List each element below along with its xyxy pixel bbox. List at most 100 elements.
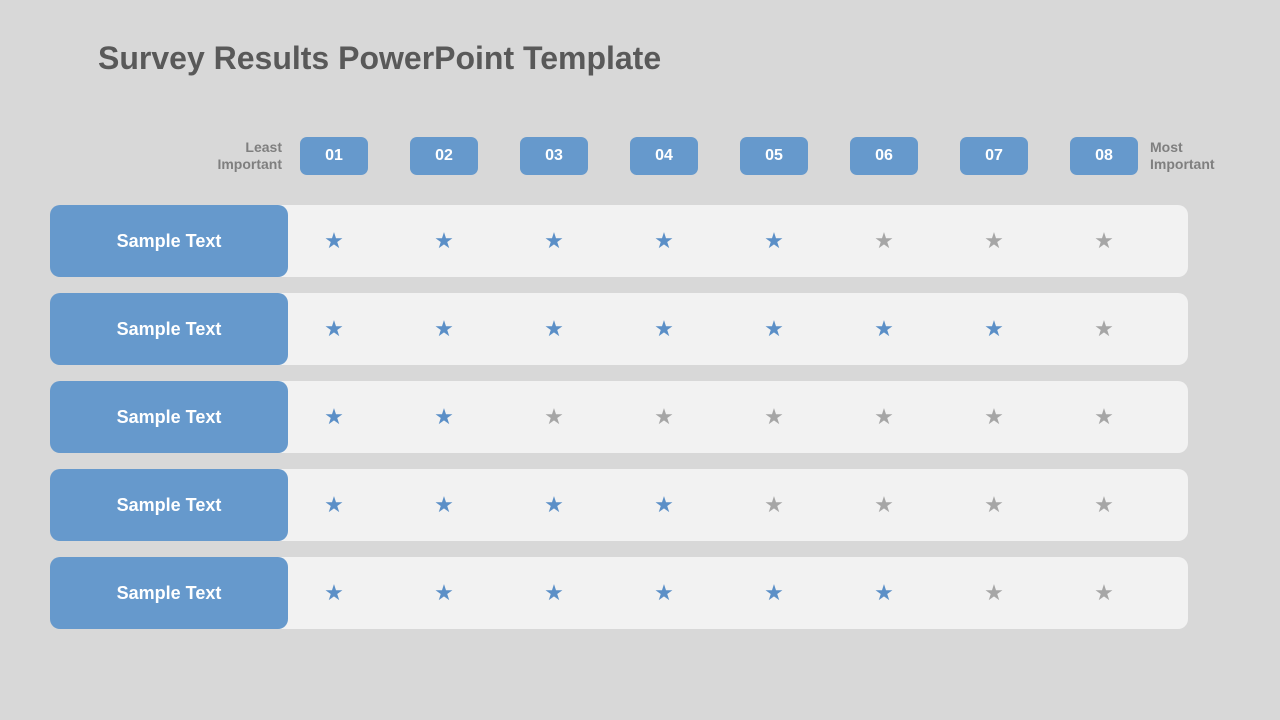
scale-header-row: Least Important 0102030405060708 Most Im… — [50, 137, 1230, 175]
most-important-label: Most Important — [1138, 139, 1228, 173]
star-cell: ★ — [630, 406, 698, 428]
star-icon: ★ — [764, 406, 784, 428]
star-icon: ★ — [874, 582, 894, 604]
star-cell: ★ — [960, 494, 1028, 516]
star-cell: ★ — [300, 318, 368, 340]
star-icon: ★ — [874, 230, 894, 252]
row-label: Sample Text — [50, 205, 288, 277]
star-cell: ★ — [960, 318, 1028, 340]
star-icon: ★ — [874, 318, 894, 340]
table-row: Sample Text ★ ★ ★ ★ ★ ★ ★ ★ — [50, 293, 1230, 365]
star-icon: ★ — [764, 230, 784, 252]
star-cell: ★ — [410, 582, 478, 604]
row-body: ★ ★ ★ ★ ★ ★ ★ ★ — [278, 381, 1188, 453]
scale-header-cells: 0102030405060708 — [300, 137, 1138, 175]
row-body: ★ ★ ★ ★ ★ ★ ★ ★ — [278, 205, 1188, 277]
data-rows-container: Sample Text★★★★★★★★Sample Text★★★★★★★★Sa… — [50, 205, 1230, 629]
star-icon: ★ — [544, 582, 564, 604]
star-cell: ★ — [850, 494, 918, 516]
star-cell: ★ — [960, 230, 1028, 252]
row-body: ★ ★ ★ ★ ★ ★ ★ ★ — [278, 293, 1188, 365]
star-cell: ★ — [410, 406, 478, 428]
row-body: ★ ★ ★ ★ ★ ★ ★ ★ — [278, 469, 1188, 541]
star-cell: ★ — [1070, 318, 1138, 340]
star-cell: ★ — [960, 406, 1028, 428]
star-cell: ★ — [850, 318, 918, 340]
star-cell: ★ — [960, 582, 1028, 604]
star-icon: ★ — [434, 230, 454, 252]
star-icon: ★ — [544, 406, 564, 428]
star-icon: ★ — [874, 406, 894, 428]
star-icon: ★ — [434, 582, 454, 604]
star-icon: ★ — [324, 406, 344, 428]
star-icon: ★ — [764, 318, 784, 340]
table-row: Sample Text ★ ★ ★ ★ ★ ★ ★ ★ — [50, 205, 1230, 277]
star-cell: ★ — [740, 494, 808, 516]
scale-header-6: 06 — [850, 137, 918, 175]
star-cell: ★ — [1070, 406, 1138, 428]
table-row: Sample Text ★ ★ ★ ★ ★ ★ ★ ★ — [50, 381, 1230, 453]
star-icon: ★ — [654, 582, 674, 604]
star-icon: ★ — [874, 494, 894, 516]
star-cell: ★ — [300, 406, 368, 428]
star-cell: ★ — [410, 230, 478, 252]
star-cell: ★ — [850, 230, 918, 252]
star-cell: ★ — [630, 582, 698, 604]
star-cell: ★ — [850, 406, 918, 428]
scale-header-2: 02 — [410, 137, 478, 175]
star-cell: ★ — [1070, 494, 1138, 516]
scale-header-8: 08 — [1070, 137, 1138, 175]
star-icon: ★ — [544, 494, 564, 516]
row-label: Sample Text — [50, 293, 288, 365]
star-icon: ★ — [1094, 582, 1114, 604]
star-cell: ★ — [410, 318, 478, 340]
star-cell: ★ — [410, 494, 478, 516]
star-icon: ★ — [654, 318, 674, 340]
star-icon: ★ — [324, 318, 344, 340]
scale-header-1: 01 — [300, 137, 368, 175]
star-icon: ★ — [654, 494, 674, 516]
star-icon: ★ — [434, 494, 454, 516]
star-icon: ★ — [1094, 406, 1114, 428]
star-icon: ★ — [324, 230, 344, 252]
star-cell: ★ — [850, 582, 918, 604]
least-important-label: Least Important — [50, 139, 300, 173]
star-cell: ★ — [740, 406, 808, 428]
star-icon: ★ — [1094, 318, 1114, 340]
star-cell: ★ — [300, 494, 368, 516]
row-body: ★ ★ ★ ★ ★ ★ ★ ★ — [278, 557, 1188, 629]
star-cell: ★ — [740, 318, 808, 340]
star-cell: ★ — [520, 318, 588, 340]
row-label: Sample Text — [50, 469, 288, 541]
star-icon: ★ — [324, 582, 344, 604]
scale-header-4: 04 — [630, 137, 698, 175]
star-icon: ★ — [1094, 230, 1114, 252]
star-cell: ★ — [1070, 230, 1138, 252]
scale-header-7: 07 — [960, 137, 1028, 175]
star-icon: ★ — [434, 318, 454, 340]
row-label: Sample Text — [50, 557, 288, 629]
star-cell: ★ — [520, 494, 588, 516]
star-cell: ★ — [300, 582, 368, 604]
star-cell: ★ — [520, 230, 588, 252]
star-cell: ★ — [630, 494, 698, 516]
star-icon: ★ — [984, 494, 1004, 516]
star-cell: ★ — [300, 230, 368, 252]
star-cell: ★ — [630, 318, 698, 340]
star-icon: ★ — [764, 494, 784, 516]
star-icon: ★ — [984, 230, 1004, 252]
star-icon: ★ — [544, 318, 564, 340]
star-icon: ★ — [1094, 494, 1114, 516]
star-icon: ★ — [654, 230, 674, 252]
star-cell: ★ — [520, 582, 588, 604]
row-label: Sample Text — [50, 381, 288, 453]
slide-title: Survey Results PowerPoint Template — [98, 40, 1230, 77]
star-icon: ★ — [324, 494, 344, 516]
star-cell: ★ — [740, 582, 808, 604]
star-icon: ★ — [984, 318, 1004, 340]
star-cell: ★ — [1070, 582, 1138, 604]
star-icon: ★ — [434, 406, 454, 428]
star-icon: ★ — [654, 406, 674, 428]
scale-header-3: 03 — [520, 137, 588, 175]
star-icon: ★ — [984, 406, 1004, 428]
